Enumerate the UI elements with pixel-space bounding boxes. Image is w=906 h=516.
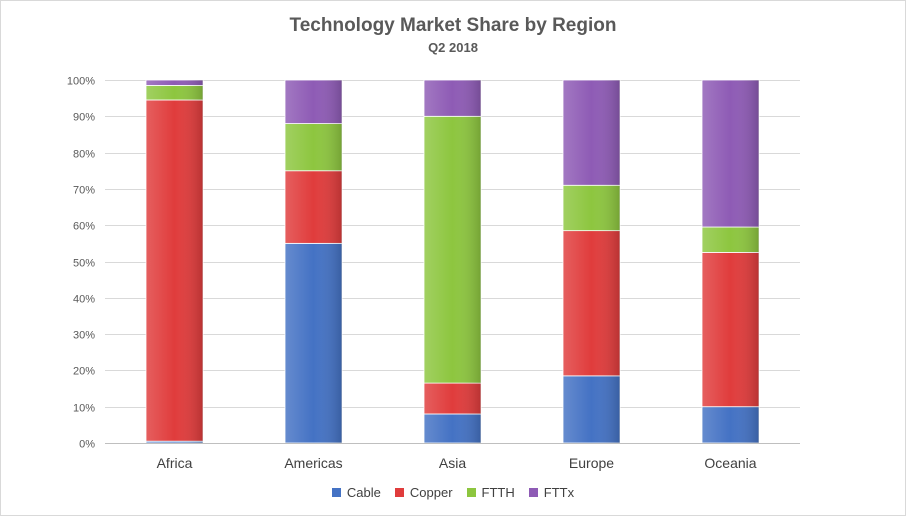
- bar-copper-oceania: [701, 252, 760, 408]
- legend-label: FTTx: [543, 485, 575, 500]
- legend-label: Cable: [346, 485, 381, 500]
- y-tick-label: 0%: [79, 439, 95, 451]
- y-tick-label: 50%: [73, 258, 95, 270]
- y-tick-label: 70%: [73, 185, 95, 197]
- bar-shading: [285, 170, 342, 244]
- y-tick-label: 100%: [67, 76, 95, 88]
- y-tick-label: 40%: [73, 294, 95, 306]
- bar-copper-europe: [562, 230, 621, 377]
- bar-shading: [285, 80, 342, 124]
- bar-shading: [563, 230, 620, 376]
- bar-shading: [424, 413, 481, 443]
- y-tick-label: 90%: [73, 112, 95, 124]
- bar-fttx-asia: [423, 79, 482, 117]
- legend-item-fttx: FTTx: [528, 485, 575, 500]
- y-tick-label: 60%: [73, 221, 95, 233]
- y-axis: 0% 10% 20% 30% 40% 50% 60% 70% 80% 90% 100%: [67, 76, 95, 451]
- x-tick-label: Americas: [284, 455, 342, 471]
- bar-shading: [424, 116, 481, 384]
- x-tick-label: Africa: [157, 455, 193, 471]
- bar-ftth-asia: [423, 115, 482, 384]
- bar-copper-americas: [284, 170, 343, 244]
- bar-shading: [563, 80, 620, 186]
- legend-swatch: [331, 488, 341, 497]
- bar-ftth-europe: [562, 184, 621, 232]
- legend-item-cable: Cable: [331, 485, 381, 500]
- bar-shading: [146, 441, 203, 443]
- y-tick-label: 20%: [73, 366, 95, 378]
- legend-swatch: [394, 488, 404, 497]
- x-axis: Africa Americas Asia Europe Oceania: [105, 443, 800, 471]
- legend-swatch: [466, 488, 476, 497]
- bar-shading: [702, 80, 759, 228]
- bar-cable-americas: [284, 242, 343, 444]
- bar-cable-europe: [562, 375, 621, 444]
- x-tick-label: Europe: [569, 455, 614, 471]
- bar-ftth-americas: [284, 123, 343, 172]
- bar-ftth-oceania: [701, 226, 760, 253]
- bar-fttx-oceania: [701, 79, 760, 228]
- bars: [145, 79, 760, 444]
- y-tick-label: 30%: [73, 330, 95, 342]
- bar-shading: [285, 243, 342, 443]
- bar-shading: [146, 80, 203, 86]
- legend-item-copper: Copper: [394, 485, 453, 500]
- bar-shading: [702, 252, 759, 407]
- bar-shading: [702, 227, 759, 253]
- bar-ftth-africa: [145, 85, 204, 101]
- bar-copper-africa: [145, 99, 204, 442]
- bar-fttx-europe: [562, 79, 621, 186]
- bar-copper-asia: [423, 382, 482, 415]
- bar-cable-oceania: [701, 406, 760, 444]
- y-tick-label: 80%: [73, 149, 95, 161]
- y-tick-label: 10%: [73, 403, 95, 415]
- bar-shading: [285, 123, 342, 171]
- legend-label: FTTH: [481, 485, 515, 500]
- x-tick-label: Oceania: [704, 455, 756, 471]
- legend-label: Copper: [409, 485, 453, 500]
- bar-fttx-africa: [145, 79, 204, 86]
- chart-title: Technology Market Share by Region: [289, 15, 617, 36]
- legend: Cable Copper FTTH FTTx: [0, 485, 906, 500]
- x-tick-label: Asia: [439, 455, 466, 471]
- bar-fttx-americas: [284, 79, 343, 124]
- chart-subtitle: Q2 2018: [428, 40, 478, 55]
- bar-shading: [146, 85, 203, 100]
- bar-shading: [563, 185, 620, 231]
- bar-shading: [146, 99, 203, 442]
- legend-item-ftth: FTTH: [466, 485, 515, 500]
- bar-shading: [702, 406, 759, 443]
- legend-swatch: [528, 488, 538, 497]
- bar-shading: [424, 80, 481, 117]
- bar-shading: [563, 375, 620, 443]
- bar-cable-asia: [423, 413, 482, 444]
- bar-shading: [424, 383, 481, 414]
